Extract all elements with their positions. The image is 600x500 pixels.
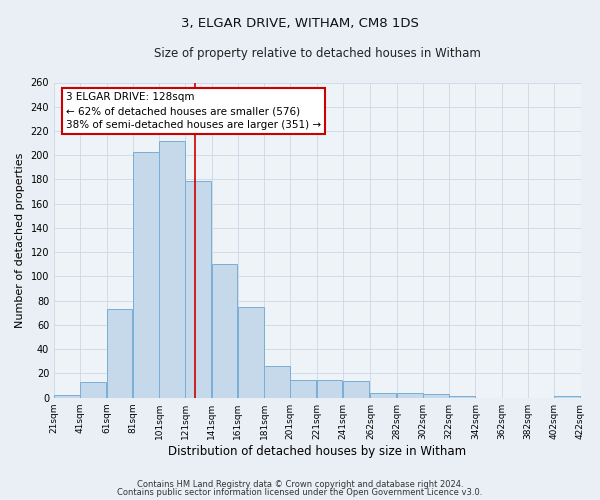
Bar <box>238 307 264 398</box>
Bar <box>185 180 211 398</box>
Bar <box>370 393 397 398</box>
Bar <box>54 396 80 398</box>
Bar <box>554 396 580 398</box>
Bar <box>449 396 475 398</box>
Y-axis label: Number of detached properties: Number of detached properties <box>15 152 25 328</box>
Text: 3, ELGAR DRIVE, WITHAM, CM8 1DS: 3, ELGAR DRIVE, WITHAM, CM8 1DS <box>181 18 419 30</box>
Text: Contains public sector information licensed under the Open Government Licence v3: Contains public sector information licen… <box>118 488 482 497</box>
Bar <box>264 366 290 398</box>
Text: Contains HM Land Registry data © Crown copyright and database right 2024.: Contains HM Land Registry data © Crown c… <box>137 480 463 489</box>
Bar <box>343 380 369 398</box>
Bar <box>107 309 133 398</box>
Text: 3 ELGAR DRIVE: 128sqm
← 62% of detached houses are smaller (576)
38% of semi-det: 3 ELGAR DRIVE: 128sqm ← 62% of detached … <box>66 92 321 130</box>
Bar <box>212 264 238 398</box>
Bar <box>423 394 449 398</box>
Bar <box>317 380 343 398</box>
Bar <box>397 393 422 398</box>
Bar <box>133 152 158 398</box>
X-axis label: Distribution of detached houses by size in Witham: Distribution of detached houses by size … <box>168 444 466 458</box>
Bar <box>80 382 106 398</box>
Title: Size of property relative to detached houses in Witham: Size of property relative to detached ho… <box>154 48 481 60</box>
Bar <box>290 380 316 398</box>
Bar <box>159 140 185 398</box>
